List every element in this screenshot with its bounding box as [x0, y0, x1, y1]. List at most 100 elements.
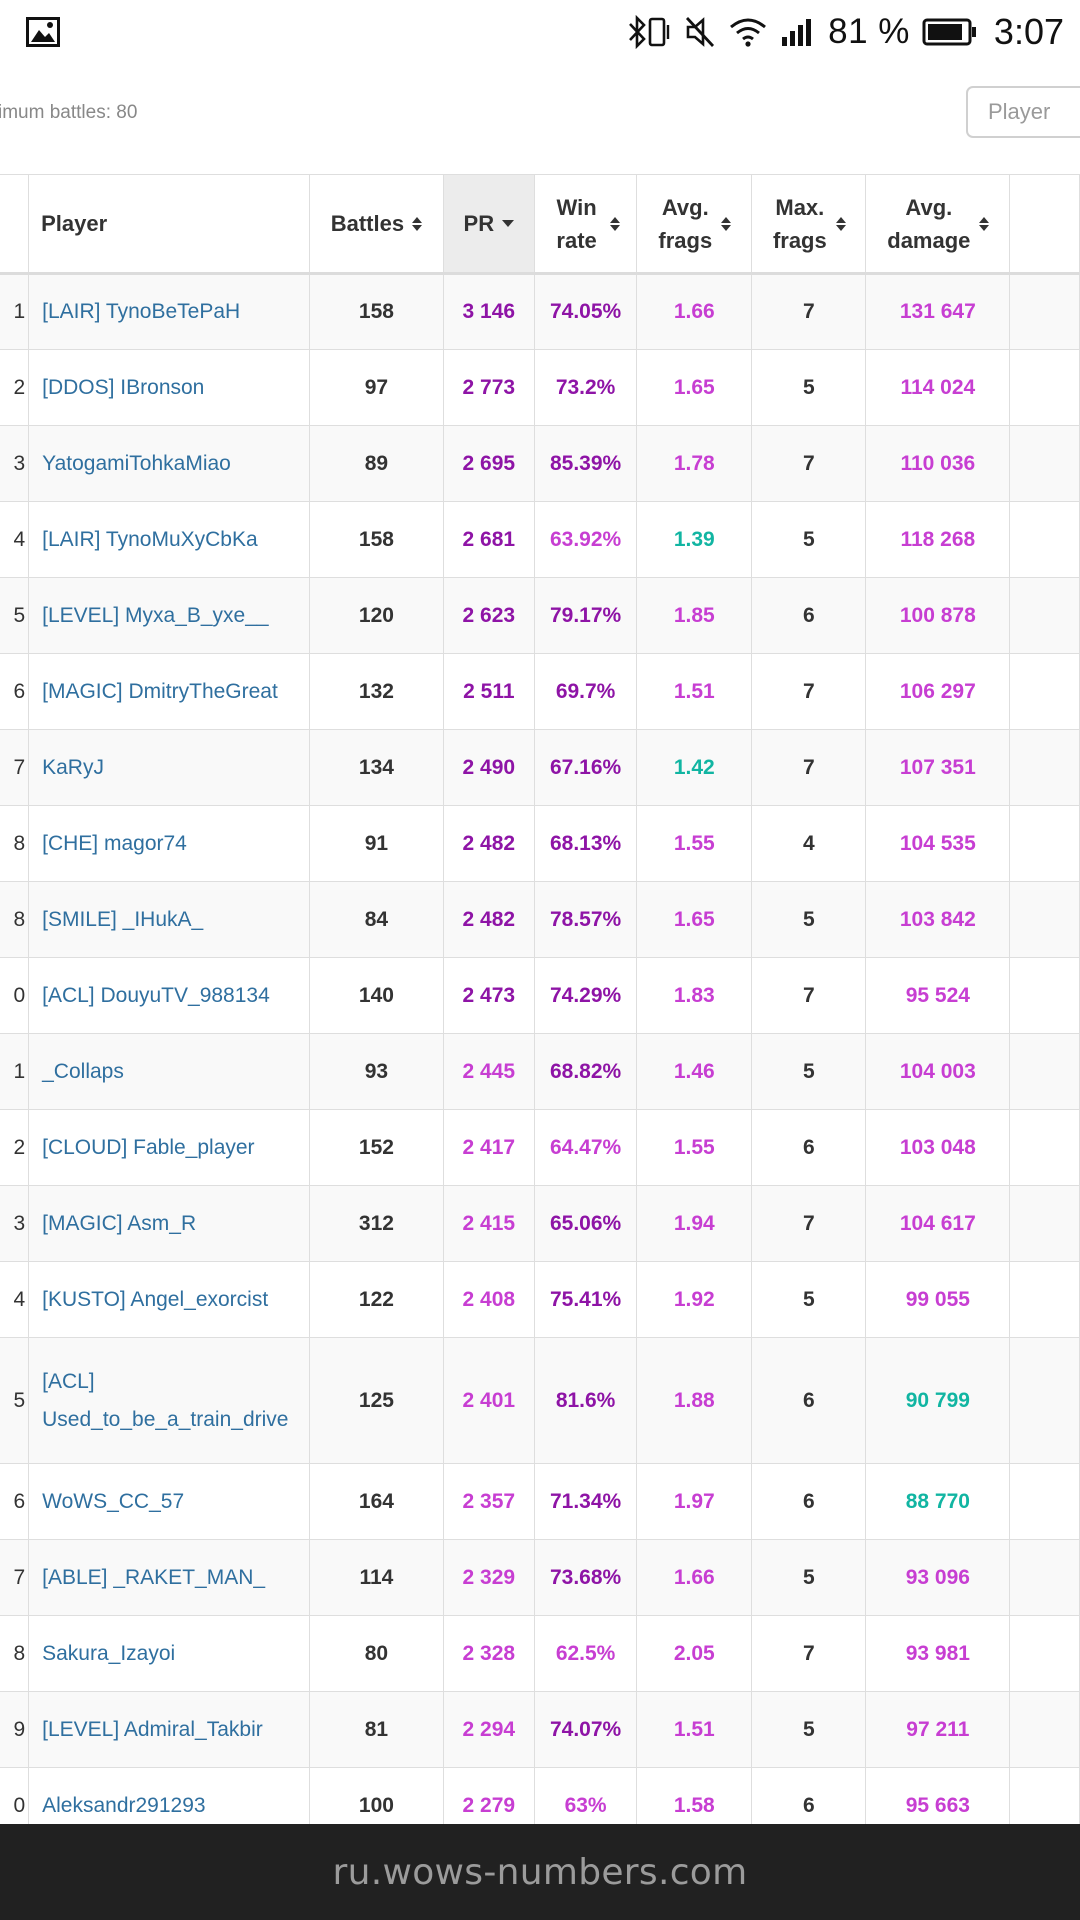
max-frags-cell: 6 — [751, 1463, 867, 1540]
player-link[interactable]: KaRyJ — [42, 755, 104, 779]
avg-frags-cell: 1.65 — [636, 349, 753, 426]
pr-cell: 2 329 — [442, 1539, 535, 1616]
max-frags-cell: 5 — [751, 1261, 867, 1338]
table-row: 3 [MAGIC] Asm_R 312 2 415 65.06% 1.94 7 104 617 — [0, 1185, 1080, 1262]
table-row: 7 KaRyJ 134 2 490 67.16% 1.42 7 107 351 — [0, 729, 1080, 806]
pr-cell: 2 328 — [442, 1615, 535, 1692]
avg-frags-cell: 1.51 — [636, 653, 753, 730]
th-avg-damage[interactable]: Avg. damage — [865, 174, 1011, 275]
player-link[interactable]: [KUSTO] Angel_exorcist — [42, 1287, 269, 1311]
pr-cell: 2 415 — [442, 1185, 535, 1262]
player-link[interactable]: [LAIR] TynoBeTePaH — [42, 300, 241, 323]
player-link[interactable]: [CHE] magor74 — [42, 831, 187, 855]
avg-damage-cell: 100 878 — [865, 577, 1011, 654]
pr-cell: 2 623 — [442, 577, 535, 654]
avg-frags-cell: 1.65 — [636, 881, 753, 958]
rank-cell: 2 — [0, 1109, 30, 1186]
url-text: ru.wows-numbers.com — [332, 1851, 748, 1893]
rank-cell: 6 — [0, 1463, 30, 1540]
player-link[interactable]: [MAGIC] DmitryTheGreat — [42, 679, 278, 703]
max-frags-cell: 7 — [751, 653, 867, 730]
win-rate-cell: 67.16% — [533, 729, 638, 806]
player-link[interactable]: [CLOUD] Fable_player — [42, 1135, 255, 1159]
pr-cell: 2 482 — [442, 805, 535, 882]
avg-frags-cell: 1.92 — [636, 1261, 753, 1338]
next-column-cell — [1009, 425, 1080, 502]
player-cell: [LEVEL] Admiral_Takbir — [28, 1691, 311, 1768]
avg-frags-cell: 1.94 — [636, 1185, 753, 1262]
avg-damage-cell: 114 024 — [865, 349, 1011, 426]
player-link[interactable]: [ACL] DouyuTV_988134 — [42, 983, 270, 1007]
browser-url-bar[interactable]: ru.wows-numbers.com — [0, 1824, 1080, 1920]
player-link[interactable]: [DDOS] IBronson — [42, 375, 205, 399]
pr-cell: 2 695 — [442, 425, 535, 502]
gallery-icon — [26, 17, 60, 47]
next-column-cell — [1009, 957, 1080, 1034]
battles-cell: 152 — [309, 1109, 444, 1186]
player-link[interactable]: Aleksandr291293 — [42, 1793, 206, 1817]
player-link[interactable]: [LAIR] TynoMuXyCbKa — [42, 527, 258, 551]
avg-damage-cell: 118 268 — [865, 501, 1011, 578]
player-link[interactable]: [LEVEL] Admiral_Takbir — [42, 1717, 263, 1741]
player-link[interactable]: [ABLE] _RAKET_MAN_ — [42, 1565, 266, 1589]
player-cell: [MAGIC] Asm_R — [28, 1185, 311, 1262]
battles-cell: 91 — [309, 805, 444, 882]
win-rate-cell: 69.7% — [533, 653, 638, 730]
max-frags-cell: 6 — [751, 1109, 867, 1186]
battles-cell: 164 — [309, 1463, 444, 1540]
player-link[interactable]: [LEVEL] Myxa_B_yxe__ — [42, 603, 269, 627]
player-cell: [ACL] Used_to_be_a_train_drive — [28, 1337, 311, 1464]
avg-frags-cell: 1.51 — [636, 1691, 753, 1768]
status-bar: 81 % 3:07 — [0, 0, 1080, 64]
next-column-cell — [1009, 1615, 1080, 1692]
wifi-icon — [730, 18, 767, 47]
th-battles[interactable]: Battles — [309, 174, 444, 275]
avg-frags-cell: 1.66 — [636, 273, 753, 350]
mute-icon — [686, 17, 715, 47]
win-rate-cell: 65.06% — [533, 1185, 638, 1262]
avg-frags-cell: 1.46 — [636, 1033, 753, 1110]
th-battles-label: Battles — [330, 211, 405, 236]
player-link[interactable]: Sakura_Izayoi — [42, 1641, 176, 1665]
next-column-cell — [1009, 1033, 1080, 1110]
th-win-rate[interactable]: Win rate — [533, 174, 638, 275]
win-rate-cell: 68.13% — [533, 805, 638, 882]
table-row: 8 Sakura_Izayoi 80 2 328 62.5% 2.05 7 93 981 — [0, 1615, 1080, 1692]
th-max-frags[interactable]: Max. frags — [751, 174, 867, 275]
win-rate-cell: 74.05% — [533, 273, 638, 350]
table-row: 3 YatogamiTohkaMiao 89 2 695 85.39% 1.78 7 110 … — [0, 425, 1080, 502]
rank-cell: 7 — [0, 1539, 30, 1616]
player-link[interactable]: _Collaps — [42, 1059, 124, 1083]
next-column-cell — [1009, 1109, 1080, 1186]
player-link[interactable]: [MAGIC] Asm_R — [42, 1211, 197, 1235]
player-cell: [ACL] DouyuTV_988134 — [28, 957, 311, 1034]
player-link[interactable]: [SMILE] _IHukA_ — [42, 907, 204, 931]
th-avg-frags[interactable]: Avg. frags — [636, 174, 753, 275]
avg-frags-cell: 1.55 — [636, 805, 753, 882]
player-link[interactable]: YatogamiTohkaMiao — [42, 451, 231, 475]
rank-cell: 2 — [0, 349, 30, 426]
battles-cell: 120 — [309, 577, 444, 654]
battles-cell: 89 — [309, 425, 444, 502]
avg-damage-cell: 93 096 — [865, 1539, 1011, 1616]
table-row: 8 [CHE] magor74 91 2 482 68.13% 1.55 4 104 535 — [0, 805, 1080, 882]
avg-damage-cell: 90 799 — [865, 1337, 1011, 1464]
max-frags-cell: 6 — [751, 1337, 867, 1464]
player-ranking-table-wrapper: Player Battles PR Win rate Avg. frags Ma… — [0, 174, 1080, 1844]
battles-cell: 158 — [309, 273, 444, 350]
win-rate-cell: 73.68% — [533, 1539, 638, 1616]
th-player[interactable]: Player — [28, 174, 311, 275]
player-search-input[interactable] — [966, 86, 1080, 138]
pr-cell: 2 773 — [442, 349, 535, 426]
next-column-cell — [1009, 349, 1080, 426]
rank-cell: 3 — [0, 1185, 30, 1262]
bluetooth-vibrate-icon — [629, 15, 670, 49]
player-link[interactable]: WoWS_CC_57 — [42, 1489, 185, 1513]
th-pr[interactable]: PR — [442, 174, 535, 275]
table-row: 9 [LEVEL] Admiral_Takbir 81 2 294 74.07% 1.51… — [0, 1691, 1080, 1768]
rank-cell: 3 — [0, 425, 30, 502]
th-win-rate-label: Win rate — [556, 194, 597, 253]
avg-damage-cell: 99 055 — [865, 1261, 1011, 1338]
player-link[interactable]: [ACL] Used_to_be_a_train_drive — [42, 1369, 289, 1431]
max-frags-cell: 5 — [751, 1691, 867, 1768]
